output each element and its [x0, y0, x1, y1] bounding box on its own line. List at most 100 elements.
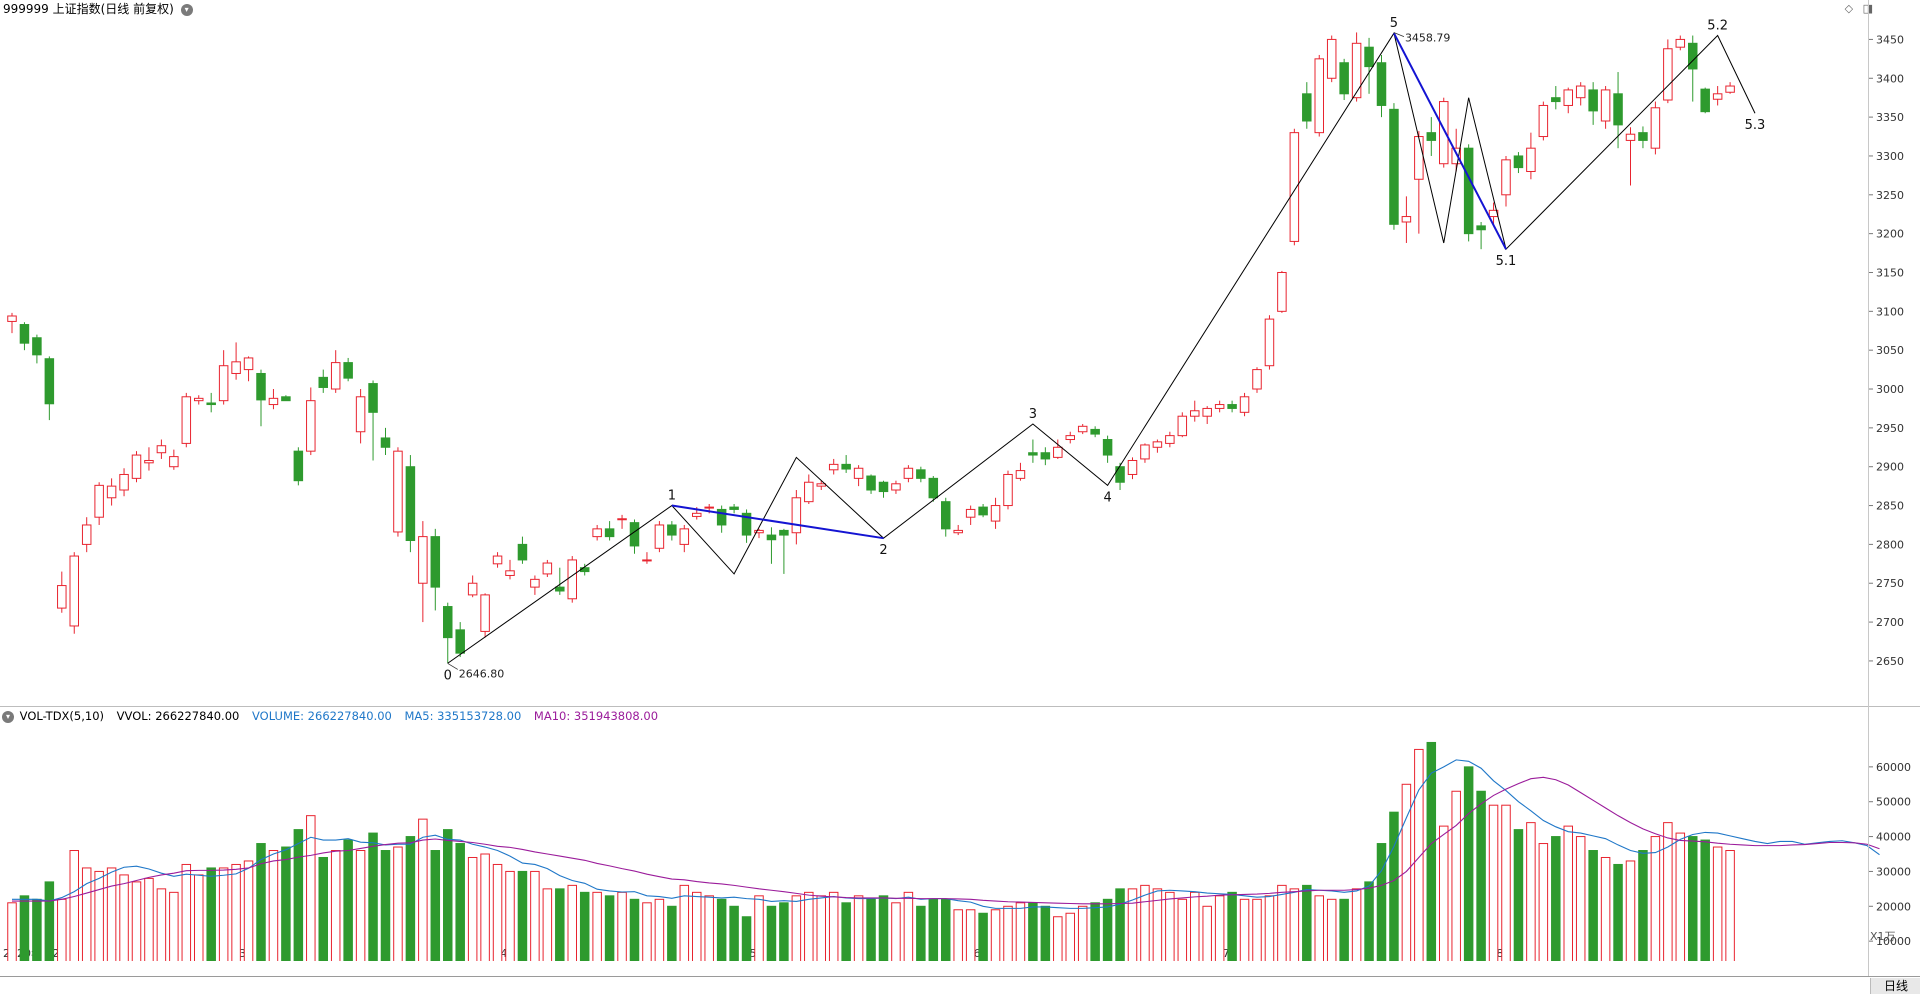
wave-label: 5 [1390, 16, 1398, 31]
chart-canvas[interactable]: 2650270027502800285029002950300030503100… [0, 0, 1920, 961]
candle-body [978, 506, 988, 516]
price-tick-label: 3450 [1876, 33, 1904, 46]
candle-body [517, 543, 528, 561]
volume-bar [1588, 850, 1598, 961]
volume-bar [44, 881, 55, 961]
time-tick-label: 2 [52, 947, 59, 960]
volume-bar [629, 898, 640, 961]
volume-bar [816, 895, 826, 961]
wave-labels: 0 1 2 3 4 5 5.1 5.2 5.3 2646.80 3458.79 [444, 16, 1766, 683]
volume-bar [430, 850, 441, 961]
volume-bar [1302, 884, 1312, 961]
volume-bar [1625, 860, 1636, 961]
candle-body [306, 400, 316, 452]
extreme-value-label: 2646.80 [459, 667, 505, 680]
volume-bar [119, 874, 129, 961]
candle-body [430, 536, 441, 588]
volume-header: ▾ VOL-TDX(5,10) VVOL: 266227840.00 VOLUM… [0, 708, 667, 724]
candle-body [505, 570, 515, 576]
candle-body [941, 501, 951, 530]
volume-bar [343, 839, 353, 961]
volume-bar [878, 895, 889, 961]
volume-bar [1600, 856, 1611, 961]
volume-bar [1152, 888, 1163, 961]
volume-bar [144, 877, 154, 961]
volume-bar [555, 888, 565, 961]
candle-body [81, 524, 92, 545]
price-tick-label: 2950 [1876, 422, 1904, 435]
price-tick-label: 3150 [1876, 266, 1904, 279]
volume-bar [1439, 825, 1449, 961]
candle-body [119, 473, 129, 491]
price-tick-label: 3200 [1876, 228, 1904, 241]
volume-tick-label: 20000 [1876, 900, 1911, 913]
price-tick-label: 2850 [1876, 500, 1904, 513]
volume-bar [592, 891, 602, 961]
candle-body [1389, 108, 1399, 225]
volume-bar [7, 902, 17, 961]
wave-label: 5.2 [1707, 19, 1728, 34]
volume-bar [32, 898, 42, 961]
candle-body [953, 529, 963, 534]
volume-bar [131, 881, 142, 961]
chevron-down-circle-icon[interactable]: ▾ [2, 710, 14, 723]
volume-bar [517, 870, 528, 961]
candle-body [1214, 404, 1225, 409]
candle-body [555, 586, 565, 592]
candle-body [206, 402, 216, 406]
chevron-down-circle-icon[interactable]: ▾ [180, 3, 193, 16]
volume-bar [393, 846, 403, 961]
price-tick-label: 3350 [1876, 111, 1904, 124]
candle-body [1364, 46, 1374, 68]
volume-bar [194, 874, 204, 961]
volume-value: VOLUME: 266227840.00 [252, 709, 392, 723]
candle-body [1152, 441, 1163, 448]
candle-body [928, 477, 939, 499]
volume-bar [766, 905, 777, 961]
collapse-panel-icon[interactable]: ◨ [1863, 2, 1873, 15]
time-tick-label: 7 [1223, 947, 1230, 960]
volume-bar [692, 891, 702, 961]
volume-bar [1227, 891, 1237, 961]
candle-body [530, 578, 540, 588]
candle-body [1015, 470, 1026, 479]
volume-indicator-name[interactable]: VOL-TDX(5,10) [19, 709, 105, 723]
candle-body [692, 512, 702, 517]
time-tick-label: 8 [1497, 947, 1504, 960]
time-tick-label: 4 [501, 947, 508, 960]
volume-bar [1053, 916, 1063, 961]
volume-bar [1476, 790, 1486, 961]
candle-body [1563, 89, 1573, 106]
volume-ma5-line [12, 759, 1880, 909]
period-selector[interactable]: 日线 [1870, 978, 1920, 994]
volume-bar [1165, 891, 1175, 961]
volume-bar [754, 895, 764, 961]
volume-tick-label: 40000 [1876, 831, 1911, 844]
candle-body [268, 397, 279, 406]
candlestick-series [7, 32, 1735, 664]
volume-tick-label: 10000 [1876, 935, 1911, 948]
volume-bar [1364, 881, 1374, 961]
candle-body [144, 459, 154, 464]
volume-bar [405, 836, 416, 961]
volume-bar [1252, 898, 1262, 961]
candle-body [1513, 155, 1524, 169]
volume-bar [667, 905, 677, 961]
chart-title: 999999 上证指数(日线 前复权) [3, 2, 174, 16]
top-right-toolbar: ◇ ◨ [1839, 2, 1873, 15]
candle-body [1451, 147, 1461, 165]
volume-bar [617, 891, 627, 961]
candle-body [1028, 452, 1038, 456]
diamond-icon[interactable]: ◇ [1844, 2, 1854, 15]
panel-separator[interactable] [0, 706, 1920, 707]
candle-body [69, 555, 79, 627]
volume-bar [841, 902, 851, 961]
volume-bar [181, 863, 192, 961]
candle-body [218, 365, 229, 402]
price-tick-label: 3250 [1876, 189, 1904, 202]
volume-bar [1239, 898, 1250, 961]
candle-body [1376, 62, 1387, 106]
volume-bar [941, 898, 951, 961]
volume-bar [206, 867, 216, 961]
candle-body [642, 559, 652, 562]
